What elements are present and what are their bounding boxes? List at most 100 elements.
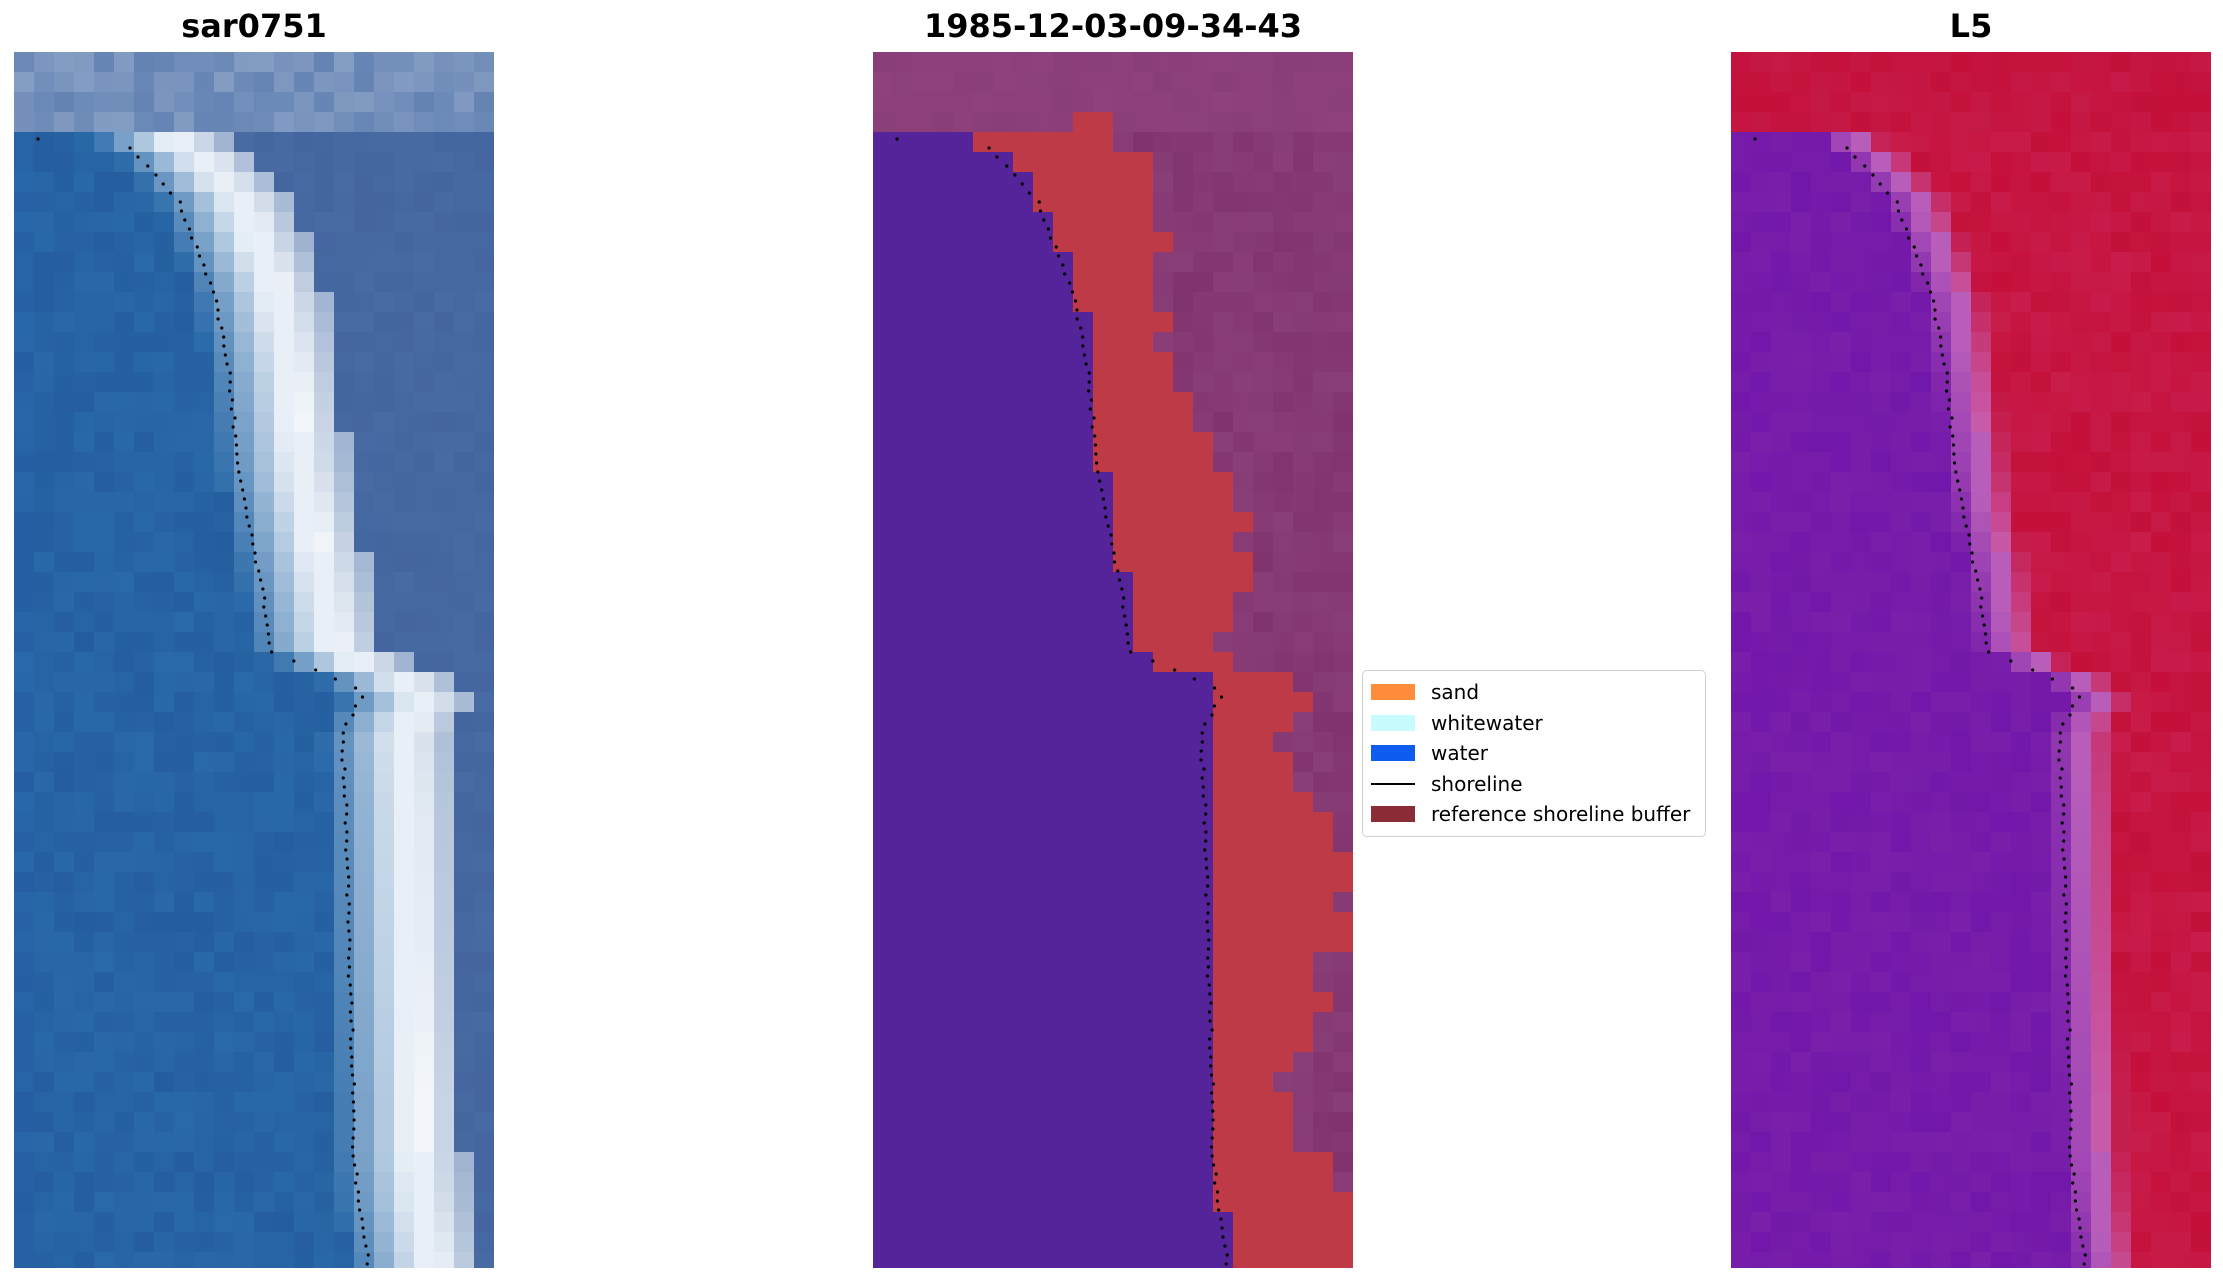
shoreline-point	[235, 461, 240, 465]
rgb-pixel	[354, 72, 375, 93]
index-pixel	[1911, 1012, 1932, 1033]
classified-pixel	[1033, 1112, 1054, 1133]
rgb-pixel	[414, 732, 435, 753]
classified-pixel	[1193, 1192, 1214, 1213]
rgb-pixel	[334, 212, 355, 233]
index-pixel	[1931, 1212, 1952, 1233]
index-pixel	[1951, 52, 1972, 73]
rgb-pixel	[414, 392, 435, 413]
rgb-pixel	[34, 672, 55, 693]
rgb-pixel	[94, 332, 115, 353]
index-pixel	[1971, 752, 1992, 773]
rgb-pixel	[134, 112, 155, 133]
rgb-pixel	[154, 72, 175, 93]
classified-pixel	[1333, 1212, 1353, 1233]
rgb-pixel	[434, 712, 455, 733]
classified-pixel	[1293, 1252, 1314, 1268]
index-pixel	[1851, 692, 1872, 713]
shoreline-point	[1964, 524, 1968, 528]
index-pixel	[2071, 172, 2092, 193]
rgb-pixel	[54, 592, 75, 613]
classified-pixel	[1233, 652, 1254, 673]
classified-pixel	[953, 1012, 974, 1033]
classified-pixel	[1053, 552, 1074, 573]
classified-pixel	[1053, 1032, 1074, 1053]
index-pixel	[1731, 1072, 1752, 1093]
index-pixel	[1811, 432, 1832, 453]
classified-pixel	[1253, 692, 1274, 713]
classified-pixel	[1073, 212, 1094, 233]
rgb-pixel	[394, 992, 415, 1013]
classified-pixel	[1153, 212, 1174, 233]
classified-pixel	[953, 532, 974, 553]
classified-pixel	[873, 752, 894, 773]
rgb-pixel	[354, 552, 375, 573]
classified-pixel	[1293, 432, 1314, 453]
classified-pixel	[1253, 872, 1274, 893]
rgb-pixel	[394, 372, 415, 393]
index-pixel	[2191, 372, 2211, 393]
rgb-pixel	[174, 112, 195, 133]
rgb-pixel	[234, 232, 255, 253]
shoreline-point	[1753, 137, 1757, 141]
classified-pixel	[1293, 532, 1314, 553]
shoreline-point	[1124, 623, 1128, 627]
index-pixel	[1851, 672, 1872, 693]
rgb-pixel	[74, 1232, 95, 1253]
index-pixel	[1991, 192, 2012, 213]
index-pixel	[1831, 772, 1852, 793]
classified-pixel	[873, 1252, 894, 1268]
rgb-pixel	[194, 1052, 215, 1073]
rgb-pixel	[474, 1212, 494, 1233]
rgb-pixel	[454, 352, 475, 373]
classified-pixel	[1153, 332, 1174, 353]
rgb-pixel	[154, 752, 175, 773]
rgb-pixel	[74, 352, 95, 373]
index-pixel	[1931, 1012, 1952, 1033]
rgb-pixel	[154, 132, 175, 153]
legend-label-shoreline: shoreline	[1431, 771, 1523, 796]
rgb-pixel	[414, 852, 435, 873]
rgb-pixel	[74, 1052, 95, 1073]
panel-title-classified: 1985-12-03-09-34-43	[923, 7, 1303, 45]
rgb-pixel	[474, 632, 494, 653]
shoreline-point	[1878, 182, 1882, 186]
index-pixel	[1991, 252, 2012, 273]
classified-pixel	[993, 112, 1014, 133]
classified-pixel	[1093, 1252, 1114, 1268]
classified-pixel	[1173, 892, 1194, 913]
classified-image	[873, 52, 1353, 1268]
rgb-pixel	[54, 352, 75, 373]
rgb-pixel	[374, 272, 395, 293]
shoreline-point	[2031, 668, 2035, 672]
classified-pixel	[1333, 172, 1353, 193]
classified-pixel	[1113, 492, 1134, 513]
rgb-pixel	[474, 932, 494, 953]
shoreline-point	[2073, 1199, 2077, 1203]
classified-pixel	[893, 1052, 914, 1073]
rgb-pixel	[294, 852, 315, 873]
rgb-pixel	[294, 1052, 315, 1073]
rgb-pixel	[254, 72, 275, 93]
classified-pixel	[1073, 872, 1094, 893]
index-pixel	[2091, 512, 2112, 533]
rgb-pixel	[474, 172, 494, 193]
index-pixel	[2011, 452, 2032, 473]
rgb-pixel	[54, 492, 75, 513]
rgb-pixel	[214, 1072, 235, 1093]
index-pixel	[2031, 592, 2052, 613]
rgb-pixel	[354, 352, 375, 373]
index-pixel	[2051, 932, 2072, 953]
rgb-pixel	[194, 612, 215, 633]
shoreline-point	[189, 236, 194, 240]
rgb-pixel	[54, 852, 75, 873]
index-pixel	[1891, 132, 1912, 153]
rgb-pixel	[94, 992, 115, 1013]
shoreline-point	[1201, 794, 1205, 798]
classified-pixel	[1073, 192, 1094, 213]
classified-pixel	[1193, 532, 1214, 553]
rgb-pixel	[74, 532, 95, 553]
classified-pixel	[1193, 572, 1214, 593]
rgb-pixel	[314, 132, 335, 153]
index-pixel	[2071, 752, 2092, 773]
